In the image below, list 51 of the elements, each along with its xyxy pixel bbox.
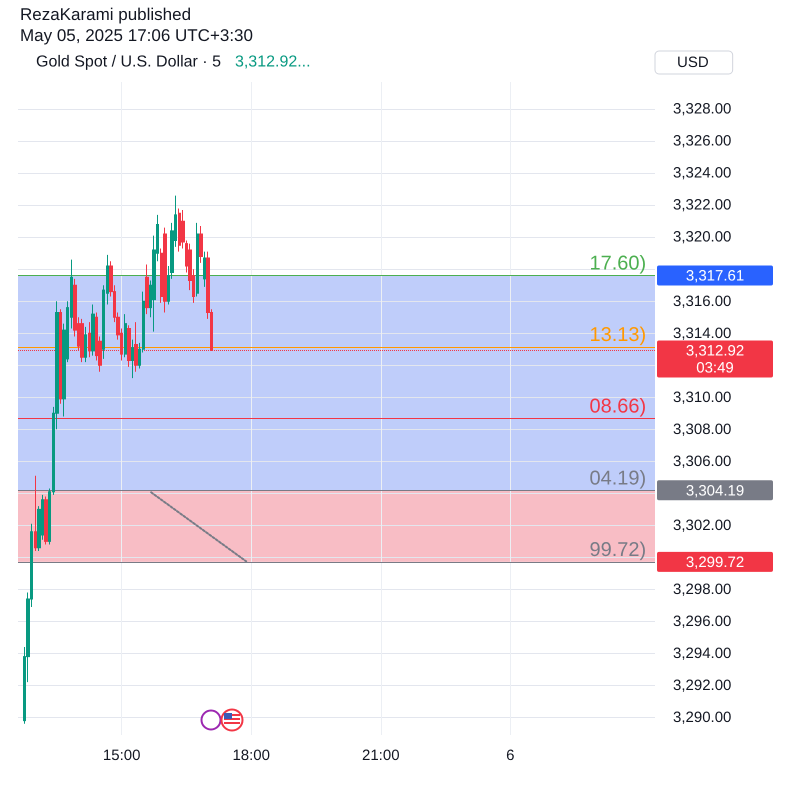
chart-subtitle: 3,312.92... xyxy=(234,54,311,70)
y-tick-label: 3,320.00 xyxy=(673,228,732,246)
candlestick xyxy=(203,251,206,288)
annotation: 04.19) xyxy=(590,467,646,490)
candlestick xyxy=(178,208,181,252)
y-tick-label: 3,308.00 xyxy=(673,420,732,438)
candlestick xyxy=(80,318,84,363)
text: May 05, 2025 17:06 UTC+3:30 xyxy=(20,26,253,45)
text: RezaKarami published xyxy=(20,5,192,24)
y-tick-label: 3,314.00 xyxy=(673,324,732,342)
y-axis-title: USD xyxy=(677,54,709,71)
annotation: 3,304.19 xyxy=(686,482,744,500)
candlestick xyxy=(196,222,199,297)
candlestick xyxy=(34,475,37,552)
y-tick-label: 3,298.00 xyxy=(673,580,732,598)
y-tick-label: 3,328.00 xyxy=(673,100,732,118)
candlestick xyxy=(199,226,203,264)
y-tick-label: 3,324.00 xyxy=(673,164,732,182)
annotation: 08.66) xyxy=(590,396,646,418)
candlestick xyxy=(84,326,87,363)
y-tick-label: 3,292.00 xyxy=(673,676,732,694)
y-tick-label: 3,294.00 xyxy=(673,644,732,662)
y-tick-label: 3,322.00 xyxy=(673,196,732,214)
annotation: 3,299.72 xyxy=(686,554,744,571)
y-tick-label: 3,310.00 xyxy=(673,388,732,406)
y-tick-label: 3,290.00 xyxy=(673,708,732,726)
candlestick xyxy=(124,314,127,358)
candlestick xyxy=(59,308,62,404)
annotation: 13.13) xyxy=(590,324,646,346)
y-tick-label: 3,316.00 xyxy=(673,292,732,310)
y-tick-label: 3,306.00 xyxy=(673,452,732,470)
annotation: 99.72) xyxy=(590,538,646,561)
candlestick xyxy=(44,496,48,546)
candlestick xyxy=(163,227,167,313)
candlestick xyxy=(91,304,95,356)
x-tick-label: 21:00 xyxy=(362,747,400,764)
x-tick-label: 18:00 xyxy=(232,747,270,764)
candlestick xyxy=(88,322,91,358)
candlestick xyxy=(145,264,149,315)
annotation: 17.60) xyxy=(590,252,646,275)
y-tick-label: 3,326.00 xyxy=(673,132,732,150)
y-tick-label: 3,302.00 xyxy=(673,516,732,534)
candlestick xyxy=(131,339,134,379)
x-tick-label: 6 xyxy=(506,747,514,764)
chart-title: Gold Spot / U.S. Dollar · 5 xyxy=(36,54,222,70)
annotation: 3,312.92 03:49 xyxy=(686,342,744,377)
candlestick xyxy=(134,322,138,372)
x-tick-label: 15:00 xyxy=(102,747,140,764)
y-tick-label: 3,296.00 xyxy=(673,612,732,630)
candlestick xyxy=(127,324,131,368)
annotation: 3,317.61 xyxy=(686,268,744,284)
